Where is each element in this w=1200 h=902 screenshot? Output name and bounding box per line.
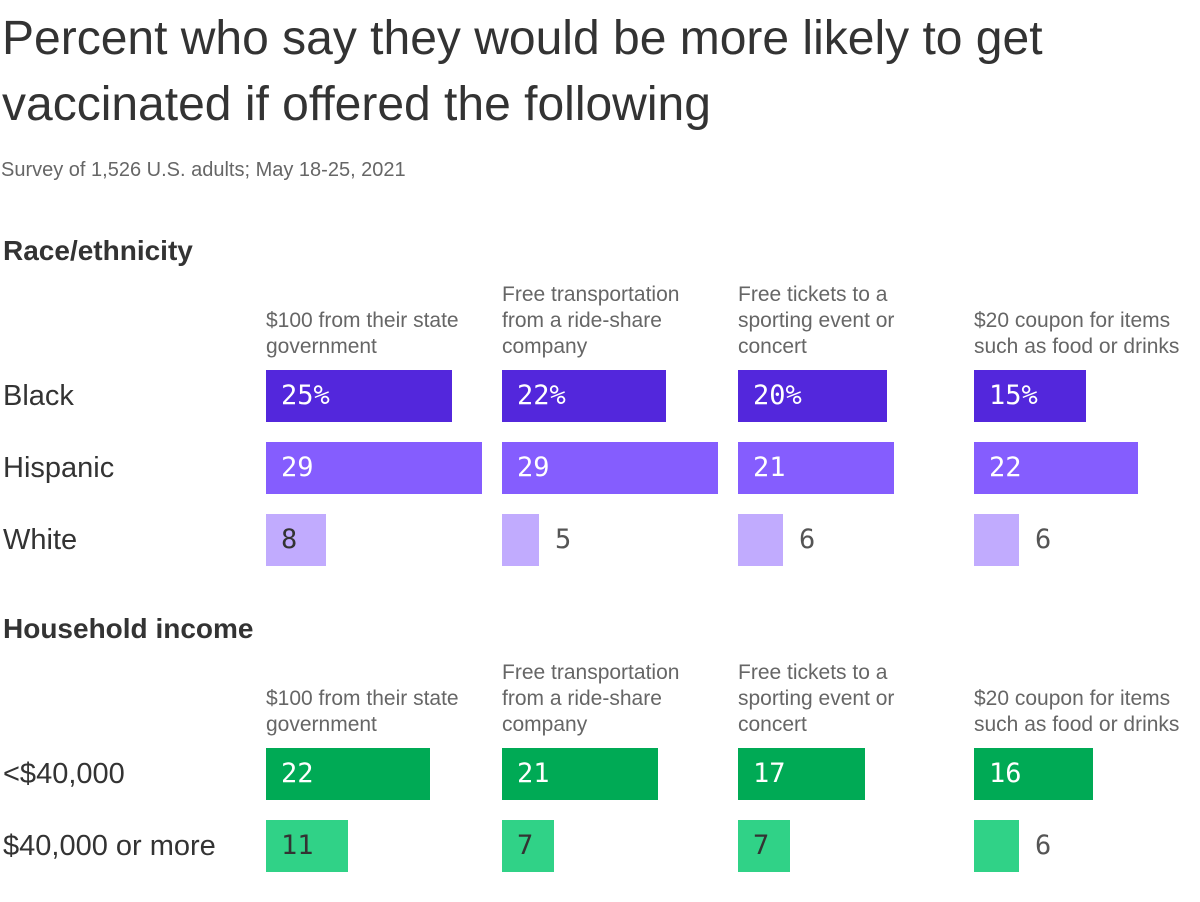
bar bbox=[974, 748, 1093, 800]
bar bbox=[974, 370, 1086, 422]
bar-value-label: 29 bbox=[281, 452, 314, 483]
row-label: Hispanic bbox=[3, 452, 115, 484]
bar-value-label: 6 bbox=[1035, 830, 1052, 861]
bar bbox=[502, 442, 718, 494]
row-label: $40,000 or more bbox=[3, 830, 216, 862]
bar-value-label: 20% bbox=[753, 380, 802, 411]
bar bbox=[502, 748, 658, 800]
column-label: Free transportation from a ride-share co… bbox=[502, 283, 680, 358]
bar bbox=[266, 442, 482, 494]
bar-value-label: 22% bbox=[517, 380, 566, 411]
column-label: Free tickets to a sporting event or conc… bbox=[738, 661, 895, 736]
bar-value-label: 5 bbox=[555, 524, 572, 555]
bar-value-label: 21 bbox=[753, 452, 786, 483]
column-label: $20 coupon for items such as food or dri… bbox=[974, 687, 1180, 736]
bar-value-label: 6 bbox=[1035, 524, 1052, 555]
column-label: Free transportation from a ride-share co… bbox=[502, 661, 680, 736]
column-label: $100 from their state government bbox=[266, 309, 459, 358]
row-label: <$40,000 bbox=[3, 758, 125, 790]
bar bbox=[974, 442, 1138, 494]
panel-household-income: Household income $100 from their state go… bbox=[0, 612, 1200, 892]
bar bbox=[974, 820, 1019, 872]
row-label: White bbox=[3, 524, 78, 556]
bar bbox=[738, 370, 887, 422]
bar-value-label: 7 bbox=[753, 830, 770, 861]
bar-value-label: 25% bbox=[281, 380, 330, 411]
bar-value-label: 21 bbox=[517, 758, 550, 789]
bar-value-label: 7 bbox=[517, 830, 534, 861]
bar-value-label: 22 bbox=[989, 452, 1022, 483]
bar-value-label: 8 bbox=[281, 524, 298, 555]
bar bbox=[738, 820, 790, 872]
chart-subtitle: Survey of 1,526 U.S. adults; May 18-25, … bbox=[1, 159, 406, 181]
panel-title: Household income bbox=[3, 613, 254, 644]
bar-value-label: 29 bbox=[517, 452, 550, 483]
bar-value-label: 22 bbox=[281, 758, 314, 789]
bar bbox=[502, 820, 554, 872]
column-label: $20 coupon for items such as food or dri… bbox=[974, 309, 1180, 358]
chart-title: Percent who say they would be more likel… bbox=[2, 12, 1043, 131]
column-label: $100 from their state government bbox=[266, 687, 459, 736]
bar-value-label: 15% bbox=[989, 380, 1038, 411]
bar bbox=[502, 514, 539, 566]
bar-value-label: 17 bbox=[753, 758, 786, 789]
column-label: Free tickets to a sporting event or conc… bbox=[738, 283, 895, 358]
row-label: Black bbox=[3, 380, 74, 412]
bar bbox=[738, 514, 783, 566]
bar bbox=[266, 820, 348, 872]
bar bbox=[266, 748, 430, 800]
bar bbox=[266, 370, 452, 422]
panel-title: Race/ethnicity bbox=[3, 235, 193, 266]
bar-value-label: 11 bbox=[281, 830, 314, 861]
bar-value-label: 6 bbox=[799, 524, 816, 555]
bar bbox=[502, 370, 666, 422]
bar bbox=[738, 442, 894, 494]
bar-value-label: 16 bbox=[989, 758, 1022, 789]
bar bbox=[738, 748, 865, 800]
bar bbox=[974, 514, 1019, 566]
bar bbox=[266, 514, 326, 566]
panel-race-ethnicity: Race/ethnicity $100 from their state gove… bbox=[0, 234, 1200, 586]
